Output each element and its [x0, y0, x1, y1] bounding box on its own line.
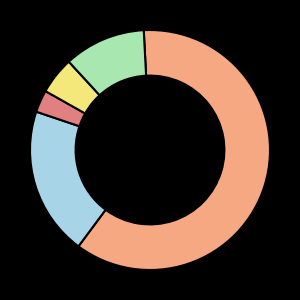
Wedge shape	[69, 30, 146, 95]
Wedge shape	[79, 30, 270, 270]
Wedge shape	[30, 112, 106, 246]
Wedge shape	[36, 91, 85, 126]
Wedge shape	[46, 62, 100, 113]
